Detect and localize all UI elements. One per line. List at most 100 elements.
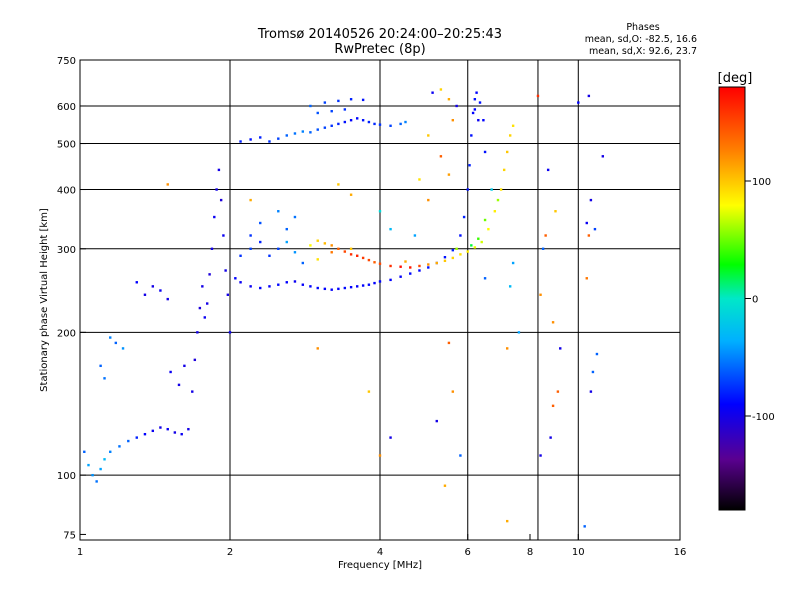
data-point xyxy=(99,364,102,368)
data-point xyxy=(259,240,262,244)
data-point xyxy=(330,244,333,247)
data-point xyxy=(508,134,512,137)
data-point xyxy=(427,198,430,202)
data-point xyxy=(378,210,382,213)
data-point xyxy=(239,254,242,257)
data-point xyxy=(587,234,591,237)
data-point xyxy=(121,347,125,350)
data-point xyxy=(418,178,421,181)
data-points xyxy=(83,88,605,528)
data-point xyxy=(355,254,359,257)
data-point xyxy=(203,316,206,319)
data-point xyxy=(577,101,580,104)
data-point xyxy=(135,281,138,284)
data-point xyxy=(323,126,327,129)
data-point xyxy=(593,227,597,231)
colorbar-tick-label: -100 xyxy=(752,412,775,423)
data-point xyxy=(213,215,216,219)
data-point xyxy=(511,124,515,127)
data-point xyxy=(502,168,506,172)
x-axis-ticks: 1 2 4 6 8 10 16 xyxy=(77,534,687,558)
data-point xyxy=(343,286,347,290)
data-point xyxy=(259,136,262,139)
data-point xyxy=(451,118,455,122)
data-point xyxy=(109,336,112,339)
data-point xyxy=(483,218,487,222)
data-point xyxy=(277,210,280,213)
data-point xyxy=(249,198,252,202)
data-point xyxy=(103,377,106,380)
data-point xyxy=(459,234,462,237)
data-point xyxy=(435,419,438,423)
data-point xyxy=(493,210,497,213)
data-point xyxy=(447,98,451,101)
data-point xyxy=(589,390,593,393)
data-point xyxy=(226,293,230,296)
data-point xyxy=(477,118,480,122)
stats-line-o: mean, sd,O: -82.5, 16.6 xyxy=(585,34,697,45)
data-point xyxy=(173,431,177,434)
data-point xyxy=(83,450,86,454)
data-point xyxy=(337,99,340,103)
data-point xyxy=(114,341,118,345)
data-point xyxy=(473,246,477,249)
data-point xyxy=(330,124,333,127)
data-point xyxy=(589,198,593,202)
data-point xyxy=(309,244,312,247)
x-tick-label: 16 xyxy=(674,547,687,558)
chart-title-line2: RwPretec (8p) xyxy=(334,42,425,57)
data-point xyxy=(601,155,605,158)
data-point xyxy=(99,467,102,471)
data-point xyxy=(118,445,121,448)
data-point xyxy=(483,150,487,154)
data-point xyxy=(551,404,555,408)
data-point xyxy=(439,88,443,91)
data-point xyxy=(496,198,500,202)
data-point xyxy=(177,383,181,387)
data-point xyxy=(234,277,237,280)
data-point xyxy=(193,358,197,362)
data-point xyxy=(143,432,147,436)
data-point xyxy=(166,297,169,301)
data-point xyxy=(473,98,477,101)
data-point xyxy=(373,261,376,264)
data-point xyxy=(277,137,280,140)
data-point xyxy=(473,108,477,111)
data-point xyxy=(151,429,155,433)
data-point xyxy=(183,364,186,368)
data-point xyxy=(462,215,466,219)
data-point xyxy=(343,108,347,111)
data-point xyxy=(191,390,194,393)
data-point xyxy=(585,221,588,225)
data-point xyxy=(210,247,214,250)
data-point xyxy=(316,258,319,261)
data-point xyxy=(285,240,288,244)
data-point xyxy=(349,247,353,250)
data-point xyxy=(201,285,204,288)
data-point xyxy=(544,234,547,237)
data-point xyxy=(285,281,288,284)
data-point xyxy=(585,277,588,280)
data-point xyxy=(378,262,382,265)
data-point xyxy=(323,101,327,104)
data-point xyxy=(222,234,225,237)
data-point xyxy=(427,134,430,137)
data-point xyxy=(389,264,392,268)
data-point xyxy=(490,188,493,191)
data-point xyxy=(451,390,455,393)
data-point xyxy=(459,253,462,256)
data-point xyxy=(349,118,353,122)
x-tick-label: 1 xyxy=(77,547,83,558)
data-point xyxy=(539,293,542,296)
data-point xyxy=(316,239,319,242)
data-point xyxy=(399,265,402,268)
data-point xyxy=(554,210,557,213)
y-tick-label: 750 xyxy=(57,56,76,67)
data-point xyxy=(443,484,447,487)
data-point xyxy=(583,525,586,528)
data-point xyxy=(198,306,202,310)
data-point xyxy=(259,286,262,290)
data-point xyxy=(389,227,392,231)
chart-title-line1: Tromsø 20140526 20:24:00–20:25:43 xyxy=(257,27,502,42)
